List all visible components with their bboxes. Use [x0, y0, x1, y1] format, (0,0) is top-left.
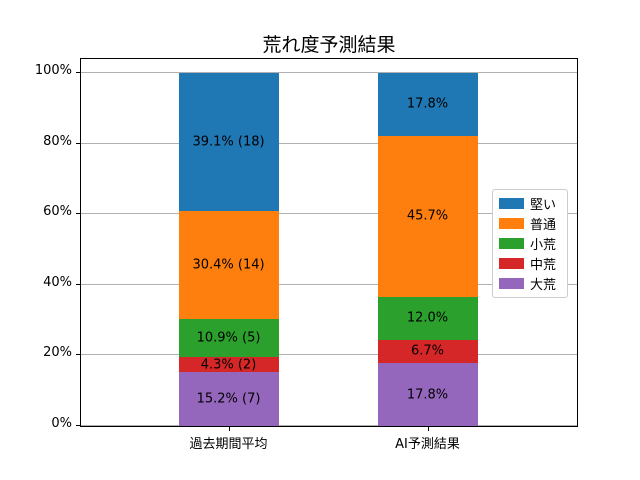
bar-segment-label: 30.4% (14) [192, 257, 265, 273]
bar-segment-label: 10.9% (5) [196, 330, 261, 346]
bar-segment [377, 297, 478, 340]
bar-segment-label: 15.2% (7) [196, 391, 261, 407]
legend-label: 小荒 [530, 237, 557, 253]
legend-entry: 小荒 [499, 233, 561, 253]
chart-title: 荒れ度予測結果 [262, 34, 396, 56]
legend-swatch-icon [499, 217, 524, 229]
legend-swatch-icon [499, 237, 524, 249]
bar-segment-label: 4.3% (2) [200, 357, 257, 373]
ytick-label: 80% [43, 134, 72, 149]
bar-segment-label: 6.7% [410, 343, 445, 359]
bar-segment [178, 357, 279, 373]
bar-segment [377, 339, 478, 364]
legend-entry: 堅い [499, 193, 561, 213]
bar-segment [377, 73, 478, 136]
xtick-label: 過去期間平均 [189, 437, 268, 452]
bar-segment-label: 17.8% [406, 96, 449, 112]
bar-segment-label: 45.7% [406, 208, 449, 224]
ytick-label: 60% [43, 204, 72, 219]
legend-entry: 普通 [499, 213, 561, 233]
bar-segment-label: 39.1% (18) [192, 134, 265, 150]
gridline [81, 425, 577, 426]
xtick-label: AI予測結果 [395, 437, 460, 452]
legend-label: 堅い [530, 197, 557, 213]
xtick-mark [427, 427, 429, 431]
legend-entry: 大荒 [499, 274, 561, 294]
xtick-mark [228, 427, 230, 431]
bar-segment-label: 17.8% [406, 387, 449, 403]
legend-label: 中荒 [530, 258, 557, 274]
ytick-label: 100% [34, 63, 72, 78]
gridline [81, 354, 577, 355]
ytick-mark [76, 213, 80, 214]
gridline [81, 72, 577, 73]
bar-segment [178, 73, 279, 212]
bar-segment [377, 363, 478, 426]
legend-swatch-icon [499, 197, 524, 209]
legend-entry: 中荒 [499, 254, 561, 274]
bar-segment [178, 372, 279, 426]
ytick-mark [76, 425, 80, 426]
ytick-mark [76, 143, 80, 144]
ytick-label: 0% [51, 416, 72, 431]
legend: 堅い普通小荒中荒大荒 [492, 189, 568, 298]
bar-segment [178, 318, 279, 358]
gridline [81, 213, 577, 214]
legend-swatch-icon [499, 278, 524, 290]
gridline [81, 284, 577, 285]
bar-segment [377, 135, 478, 298]
gridline [81, 143, 577, 144]
legend-swatch-icon [499, 258, 524, 270]
ytick-mark [76, 284, 80, 285]
ytick-label: 40% [43, 275, 72, 290]
ytick-mark [76, 72, 80, 73]
legend-label: 大荒 [530, 278, 557, 294]
ytick-label: 20% [43, 345, 72, 360]
bar-segment-label: 12.0% [406, 310, 449, 326]
legend-label: 普通 [530, 217, 557, 233]
bar-segment [178, 211, 279, 319]
ytick-mark [76, 354, 80, 355]
